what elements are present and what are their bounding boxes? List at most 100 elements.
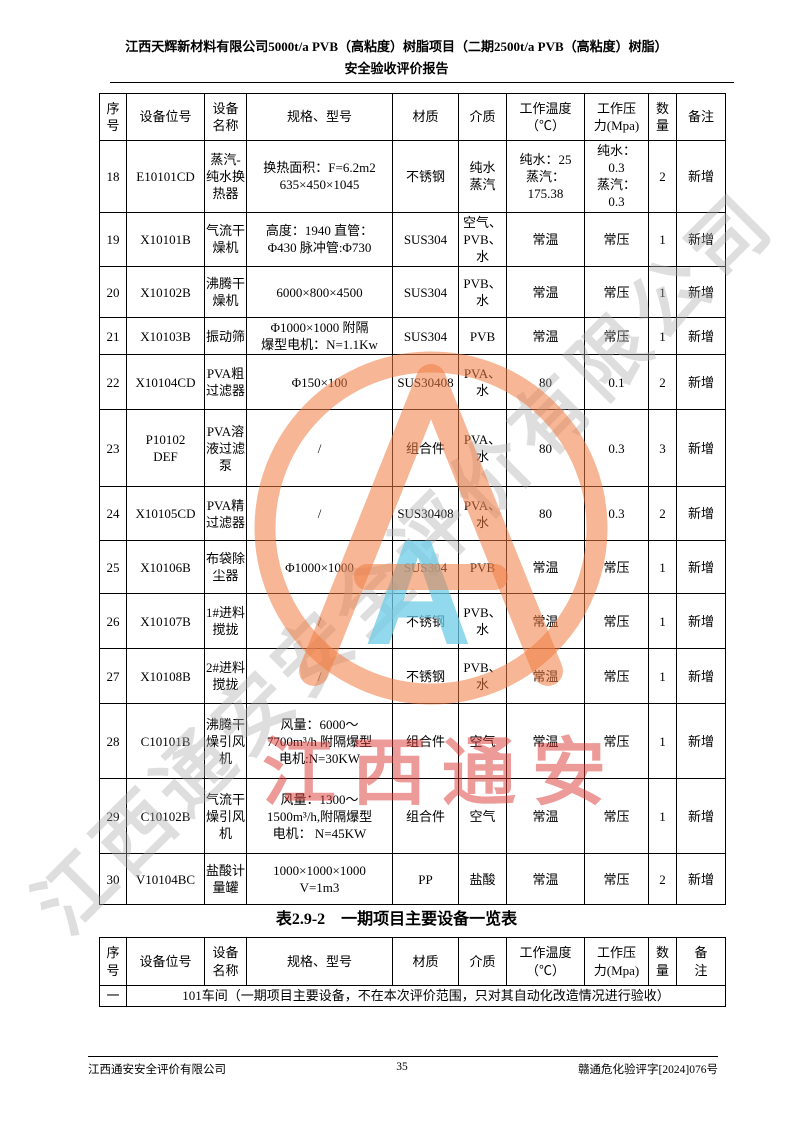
table-row: 20 X10102B 沸腾干燥机 6000×800×4500 SUS304 PVB、 水常…: [99, 266, 726, 319]
cell-name: 盐酸计量罐: [204, 853, 247, 906]
cell-tag: C10102B: [126, 778, 205, 855]
cell-tag: X10105CD: [126, 486, 205, 542]
cell-spec: 换热面积：F=6.2m2 635×450×1045: [246, 140, 393, 213]
cell-qty: 1: [648, 317, 677, 356]
cell-medium: PVB、 水: [458, 593, 507, 650]
cell-name: 气流干燥引风机: [204, 778, 247, 855]
table-row: 23 P10102 DEF PVA溶液过滤泵 / 组合件 PVA、 水 80 0.3 3 新增: [99, 409, 726, 488]
column-header: 材质: [392, 93, 459, 141]
cell-material: PP: [392, 853, 459, 906]
cell-no: 26: [99, 593, 127, 650]
cell-temp: 常温: [506, 211, 585, 268]
table-row: 28 C10101B 沸腾干燥引风机 风量：6000～ 7700m³/h 附隔爆型 电…: [99, 703, 726, 780]
cell-qty: 1: [648, 778, 677, 855]
cell-remark: 新增: [676, 486, 726, 542]
column-header: 工作温度 （℃）: [506, 937, 585, 986]
company-seal: A: [254, 351, 608, 705]
cell-remark: 新增: [676, 778, 726, 855]
table-header-row: 序 号设备位号 设备 名称 规格、型号 材质 介质 工作温度 （℃） 工作压 力(Mpa) 数…: [99, 93, 726, 141]
cell-merged-note: 101车间（一期项目主要设备，不在本次评价范围，只对其自动化改造情况进行验收）: [126, 985, 726, 1007]
cell-material: SUS304: [392, 266, 459, 319]
cell-no: 23: [99, 409, 127, 488]
cell-pressure: 常压: [584, 648, 649, 705]
cell-no: 21: [99, 317, 127, 356]
cell-no: 19: [99, 211, 127, 268]
cell-pressure: 纯水： 0.3 蒸汽： 0.3: [584, 140, 649, 213]
cell-medium: 空气: [458, 703, 507, 780]
page-footer: 江西通安安全评价有限公司 35 赣通危化验评字[2024]076号: [88, 1061, 718, 1077]
cell-remark: 新增: [676, 354, 726, 411]
cell-remark: 新增: [676, 409, 726, 488]
cell-qty: 1: [648, 593, 677, 650]
cell-name: 振动筛: [204, 317, 247, 356]
footer-doc-number: 赣通危化验评字[2024]076号: [578, 1064, 718, 1076]
cell-medium: PVB、 水: [458, 266, 507, 319]
cell-qty: 1: [648, 211, 677, 268]
column-header: 设备 名称: [204, 93, 247, 141]
cell-tag: X10107B: [126, 593, 205, 650]
cell-no: 30: [99, 853, 127, 906]
cell-temp: 纯水：25 蒸汽： 175.38: [506, 140, 585, 213]
document-title-line1: 江西天辉新材料有限公司5000t/a PVB（高粘度）树脂项目（二期2500t/…: [125, 39, 668, 54]
cell-qty: 3: [648, 409, 677, 488]
document-title-line2: 安全验收评价报告: [344, 61, 449, 77]
cell-tag: X10108B: [126, 648, 205, 705]
cell-remark: 新增: [676, 140, 726, 213]
cell-no: 一: [99, 985, 127, 1007]
cell-name: PVA溶液过滤泵: [204, 409, 247, 488]
footer-page-number: 35: [396, 1061, 408, 1073]
cell-remark: 新增: [676, 211, 726, 268]
equipment-table-phase2: 序 号设备位号 设备 名称 规格、型号 材质 介质 工作温度 （℃） 工作压 力(Mpa) 数…: [99, 93, 726, 906]
cell-no: 24: [99, 486, 127, 542]
column-header: 序 号: [99, 93, 127, 141]
table-row: 18 E10101CD 蒸汽-纯水换热器 换热面积：F=6.2m2 635×450×1…: [99, 140, 726, 213]
cell-qty: 1: [648, 540, 677, 595]
cell-name: PVA精过滤器: [204, 486, 247, 542]
cell-tag: P10102 DEF: [126, 409, 205, 488]
cell-name: 沸腾干燥机: [204, 266, 247, 319]
cell-remark: 新增: [676, 266, 726, 319]
cell-spec: 1000×1000×1000 V=1m3: [246, 853, 393, 906]
cell-tag: X10102B: [126, 266, 205, 319]
cell-tag: X10104CD: [126, 354, 205, 411]
cell-material: 组合件: [392, 703, 459, 780]
cell-remark: 新增: [676, 317, 726, 356]
cell-no: 25: [99, 540, 127, 595]
cell-remark: 新增: [676, 703, 726, 780]
table-row: 29 C10102B 气流干燥引风机 风量：1300～ 1500m³/h,附隔爆型 电…: [99, 778, 726, 855]
column-header: 工作压 力(Mpa): [584, 93, 649, 141]
table-row: 21 X10103B 振动筛 Φ1000×1000 附隔 爆型电机：N=1.1Kw SU…: [99, 317, 726, 356]
cell-tag: X10106B: [126, 540, 205, 595]
cell-tag: V10104BC: [126, 853, 205, 906]
cell-temp: 常温: [506, 703, 585, 780]
cell-tag: E10101CD: [126, 140, 205, 213]
cell-spec: 高度：1940 直管： Φ430 脉冲管:Φ730: [246, 211, 393, 268]
cell-pressure: 常压: [584, 593, 649, 650]
table-caption: 表2.9-2 一期项目主要设备一览表: [275, 911, 518, 928]
cell-temp: 常温: [506, 317, 585, 356]
cell-no: 22: [99, 354, 127, 411]
cell-material: SUS304: [392, 211, 459, 268]
document-title: 江西天辉新材料有限公司5000t/a PVB（高粘度）树脂项目（二期2500t/…: [30, 36, 763, 80]
title-divider: [110, 82, 734, 83]
column-header: 数 量: [648, 93, 677, 141]
cell-pressure: 常压: [584, 317, 649, 356]
column-header: 工作压 力(Mpa): [584, 937, 649, 986]
cell-medium: 空气、 PVB、 水: [458, 211, 507, 268]
cell-spec: Φ1000×1000 附隔 爆型电机：N=1.1Kw: [246, 317, 393, 356]
column-header: 备注: [676, 93, 726, 141]
cell-medium: 盐酸: [458, 853, 507, 906]
cell-material: SUS30408: [392, 486, 459, 542]
seal-ring: [254, 351, 608, 705]
cell-pressure: 常压: [584, 266, 649, 319]
seal-letter-a: [299, 364, 563, 686]
column-header: 设备位号: [126, 93, 205, 141]
cell-remark: 新增: [676, 593, 726, 650]
cell-name: 蒸汽-纯水换热器: [204, 140, 247, 213]
column-header: 设备 名称: [204, 937, 247, 986]
column-header: 数 量: [648, 937, 677, 986]
column-header: 设备位号: [126, 937, 205, 986]
cell-name: 气流干燥机: [204, 211, 247, 268]
cell-no: 20: [99, 266, 127, 319]
